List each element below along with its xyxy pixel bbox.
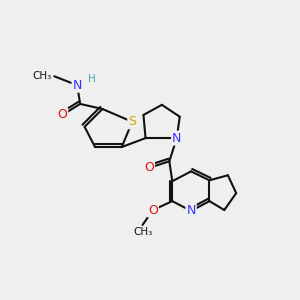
Text: O: O: [57, 108, 67, 122]
Text: O: O: [144, 161, 154, 174]
Text: O: O: [148, 203, 158, 217]
Text: CH₃: CH₃: [133, 227, 152, 237]
Text: N: N: [186, 204, 196, 218]
Text: H: H: [88, 74, 95, 84]
Text: S: S: [128, 115, 136, 128]
Text: N: N: [172, 132, 182, 145]
Text: CH₃: CH₃: [33, 71, 52, 81]
Text: N: N: [73, 79, 82, 92]
